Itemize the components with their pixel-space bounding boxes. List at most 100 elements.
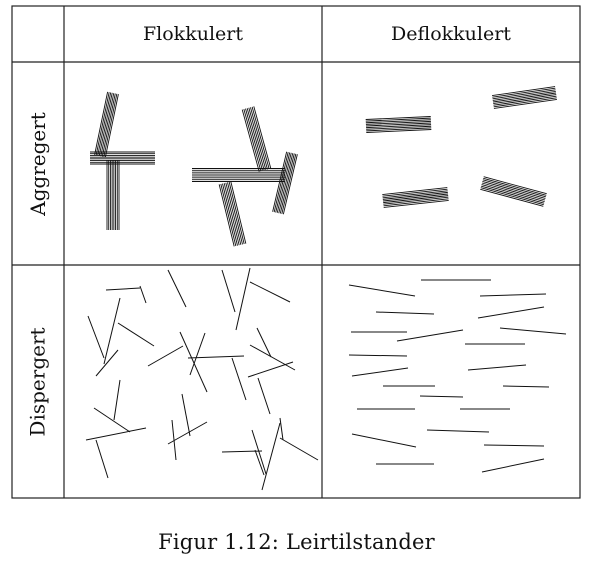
clay-stack	[241, 106, 272, 172]
platelet	[365, 122, 432, 127]
platelet	[366, 129, 432, 133]
clay-platelet	[479, 293, 547, 297]
clay-platelet	[247, 361, 294, 378]
platelet	[241, 109, 260, 172]
clay-platelet	[251, 429, 267, 475]
platelet	[104, 94, 119, 158]
clay-stack	[480, 176, 547, 207]
clay-platelet	[85, 427, 147, 441]
platelet	[275, 152, 291, 213]
clay-platelet	[249, 281, 291, 303]
platelet	[492, 89, 556, 100]
clay-platelet	[279, 437, 319, 461]
platelet	[481, 182, 546, 201]
clay-platelet	[221, 269, 236, 313]
platelet	[383, 196, 449, 205]
clay-stack	[365, 116, 432, 133]
clay-platelet	[167, 421, 208, 445]
platelet	[382, 191, 448, 200]
clay-platelet	[181, 393, 191, 437]
cell-flocculated-dispersed	[85, 267, 319, 491]
clay-platelet	[477, 306, 545, 319]
clay-platelet	[348, 284, 416, 297]
platelet	[282, 154, 298, 215]
platelet	[243, 109, 262, 172]
clay-platelet	[103, 297, 121, 365]
clay-platelet	[249, 344, 296, 371]
clay-platelet	[351, 433, 417, 448]
platelet	[100, 93, 115, 157]
platelet	[383, 198, 449, 207]
column-header-flocculated: Flokkulert	[142, 23, 243, 45]
clay-platelet	[348, 354, 408, 357]
platelet	[382, 193, 449, 202]
clay-platelet	[189, 332, 206, 376]
platelet	[225, 182, 242, 245]
platelet	[366, 124, 432, 129]
platelet	[382, 188, 448, 197]
platelet	[493, 94, 557, 105]
row-header-aggregated: Aggregert	[12, 62, 64, 265]
platelet	[94, 91, 109, 155]
clay-platelet	[105, 287, 141, 291]
platelet	[365, 117, 431, 122]
clay-platelet	[419, 395, 464, 398]
row-header-dispersed-label: Dispergert	[26, 326, 51, 437]
table-border	[11, 5, 581, 499]
clay-platelet	[375, 311, 435, 315]
platelet	[227, 182, 243, 245]
platelet	[251, 106, 270, 169]
clay-platelet	[396, 329, 464, 342]
clay-platelet	[426, 429, 490, 433]
platelet	[492, 86, 556, 97]
platelet	[493, 95, 557, 106]
clay-platelet	[235, 267, 251, 331]
platelet	[382, 187, 448, 195]
row-header-aggregated-label: Aggregert	[26, 111, 50, 216]
platelet	[483, 176, 547, 195]
platelet	[276, 152, 292, 213]
clay-platelet	[483, 444, 545, 447]
clay-stack	[272, 151, 298, 215]
clay-stack	[90, 151, 155, 165]
platelet	[480, 188, 544, 207]
clay-platelet	[117, 322, 155, 347]
platelet	[481, 184, 545, 203]
platelet	[272, 151, 288, 212]
platelet	[278, 153, 294, 214]
platelet	[220, 183, 237, 247]
platelet	[482, 180, 546, 199]
platelet	[366, 127, 432, 132]
clay-stack	[94, 91, 119, 158]
platelet	[222, 183, 238, 246]
platelet	[480, 187, 544, 206]
platelet	[248, 107, 267, 170]
clay-platelet	[95, 439, 109, 479]
clay-platelet	[95, 349, 119, 377]
figure-caption: Figur 1.12: Leirtilstander	[158, 530, 435, 554]
clay-platelet	[187, 355, 245, 359]
platelet	[245, 108, 263, 171]
clay-stack	[492, 86, 557, 109]
platelet	[273, 152, 289, 213]
clay-platelet	[147, 345, 184, 367]
platelet	[281, 153, 297, 214]
clay-stack	[192, 168, 285, 182]
platelet	[493, 97, 557, 108]
platelet	[95, 92, 110, 156]
platelet	[98, 92, 113, 156]
clay-platelet	[502, 385, 550, 388]
clay-stack	[106, 160, 120, 230]
platelet	[97, 92, 112, 156]
column-header-deflocculated: Deflokkulert	[391, 23, 511, 45]
clay-platelet	[261, 422, 281, 491]
clay-platelet	[279, 417, 284, 441]
clay-platelet	[231, 357, 247, 401]
cell-deflocculated-aggregated	[365, 86, 557, 208]
clay-platelet	[467, 364, 527, 371]
platelet	[492, 90, 556, 101]
platelet	[366, 125, 432, 130]
clay-platelet	[167, 269, 187, 308]
platelet	[279, 153, 295, 214]
platelet	[250, 107, 268, 170]
